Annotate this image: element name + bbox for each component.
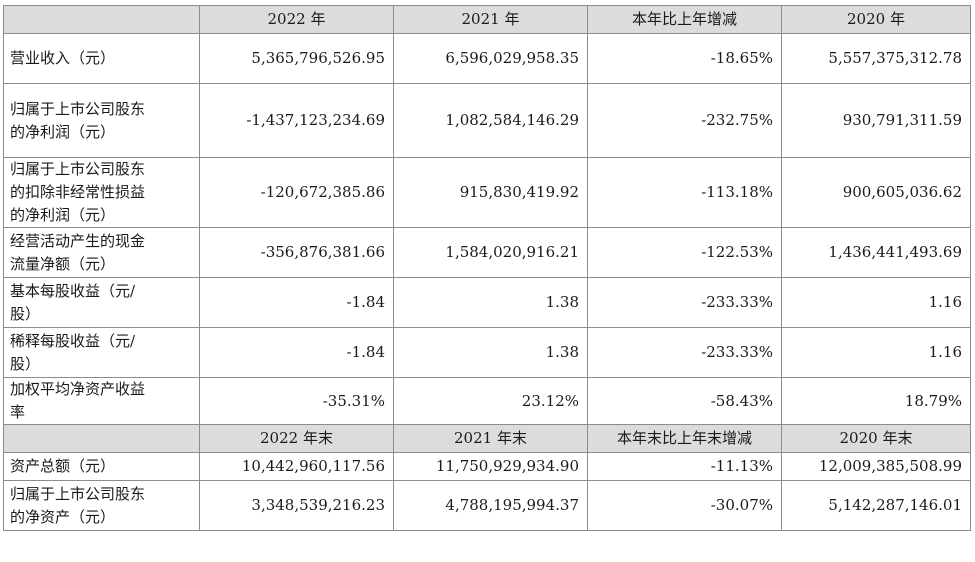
table-body: 2022 年 2021 年本年比上年增减 2020 年营业收入（元） 5,365,79… — [3, 5, 971, 531]
column-header: 2021 年 — [393, 5, 588, 34]
value-cell: 5,365,796,526.95 — [199, 33, 394, 84]
value-cell: -122.53% — [587, 227, 782, 278]
column-header: 2020 年 — [781, 5, 971, 34]
value-cell: -233.33% — [587, 277, 782, 328]
table-row: 归属于上市公司股东 的净利润（元） -1,437,123,234.69 1,082,5… — [3, 83, 971, 158]
value-cell: 12,009,385,508.99 — [781, 452, 971, 481]
row-label-line: 股） — [10, 304, 41, 323]
value-cell: -30.07% — [587, 480, 782, 531]
value-cell: 1.38 — [393, 277, 588, 328]
row-label: 加权平均净资产收益率 — [3, 377, 200, 425]
value-cell: -18.65% — [587, 33, 782, 84]
value-cell: 5,142,287,146.01 — [781, 480, 971, 531]
header-row-year-end: 2022 年末 2021 年末 本年末比上年末增减 2020 年末 — [3, 424, 971, 453]
value-cell: -232.75% — [587, 83, 782, 158]
value-cell: -113.18% — [587, 157, 782, 228]
value-cell: -35.31% — [199, 377, 394, 425]
column-header: 2022 年末 — [199, 424, 394, 453]
row-label-line: 资产总额（元） — [10, 457, 116, 475]
value-cell: -1.84 — [199, 327, 394, 378]
value-cell: 1.16 — [781, 327, 971, 378]
value-cell: 11,750,929,934.90 — [393, 452, 588, 481]
row-label-line: 加权平均净资产收益 — [10, 380, 146, 398]
row-label-line: 稀释每股收益（元/ — [10, 331, 136, 350]
table-row: 稀释每股收益（元/股） -1.84 1.38 -233.33% 1.16 — [3, 327, 971, 378]
value-cell: 915,830,419.92 — [393, 157, 588, 228]
column-header: 本年末比上年末增减 — [587, 424, 782, 453]
value-cell: -120,672,385.86 — [199, 157, 394, 228]
financial-summary-table: 2022 年 2021 年本年比上年增减 2020 年营业收入（元） 5,365,79… — [3, 5, 971, 531]
row-label-line: 营业收入（元） — [10, 49, 116, 67]
row-label-line: 归属于上市公司股东 — [10, 484, 146, 503]
row-label-line: 的扣除非经常性损益 — [10, 183, 146, 201]
column-header: 2021 年末 — [393, 424, 588, 453]
row-label: 营业收入（元） — [3, 33, 200, 84]
value-cell: 6,596,029,958.35 — [393, 33, 588, 84]
row-label-line: 股） — [10, 354, 41, 373]
value-cell: 900,605,036.62 — [781, 157, 971, 228]
value-cell: -356,876,381.66 — [199, 227, 394, 278]
table-row: 归属于上市公司股东 的净资产（元） 3,348,539,216.23 4,788,19… — [3, 480, 971, 531]
value-cell: 1,584,020,916.21 — [393, 227, 588, 278]
value-cell: 18.79% — [781, 377, 971, 425]
value-cell: -1,437,123,234.69 — [199, 83, 394, 158]
row-label: 归属于上市公司股东 的净资产（元） — [3, 480, 200, 531]
row-label-line: 率 — [10, 403, 26, 421]
row-label: 资产总额（元） — [3, 452, 200, 481]
value-cell: 1,436,441,493.69 — [781, 227, 971, 278]
row-label-line: 基本每股收益（元/ — [10, 281, 136, 300]
row-label: 基本每股收益（元/股） — [3, 277, 200, 328]
column-header: 2022 年 — [199, 5, 394, 34]
value-cell: 10,442,960,117.56 — [199, 452, 394, 481]
value-cell: 1,082,584,146.29 — [393, 83, 588, 158]
value-cell: -1.84 — [199, 277, 394, 328]
column-header: 2020 年末 — [781, 424, 971, 453]
column-header: 本年比上年增减 — [587, 5, 782, 34]
table-row: 归属于上市公司股东 的扣除非经常性损益 的净利润（元） -120,672,385.86… — [3, 157, 971, 228]
value-cell: 930,791,311.59 — [781, 83, 971, 158]
header-corner-cell — [3, 424, 200, 453]
row-label-line: 的净资产（元） — [10, 507, 116, 526]
value-cell: 1.16 — [781, 277, 971, 328]
row-label-line: 经营活动产生的现金 — [10, 231, 146, 250]
value-cell: 4,788,195,994.37 — [393, 480, 588, 531]
row-label-line: 归属于上市公司股东 — [10, 160, 146, 178]
value-cell: 3,348,539,216.23 — [199, 480, 394, 531]
row-label: 经营活动产生的现金 流量净额（元） — [3, 227, 200, 278]
value-cell: -58.43% — [587, 377, 782, 425]
row-label: 稀释每股收益（元/股） — [3, 327, 200, 378]
value-cell: 5,557,375,312.78 — [781, 33, 971, 84]
value-cell: -233.33% — [587, 327, 782, 378]
value-cell: 1.38 — [393, 327, 588, 378]
table-row: 基本每股收益（元/股） -1.84 1.38 -233.33% 1.16 — [3, 277, 971, 328]
table-row: 经营活动产生的现金 流量净额（元） -356,876,381.66 1,584,020… — [3, 227, 971, 278]
value-cell: 23.12% — [393, 377, 588, 425]
value-cell: -11.13% — [587, 452, 782, 481]
table-row: 营业收入（元） 5,365,796,526.95 6,596,029,958.35-… — [3, 33, 971, 84]
row-label: 归属于上市公司股东 的净利润（元） — [3, 83, 200, 158]
row-label-line: 的净利润（元） — [10, 122, 116, 141]
header-corner-cell — [3, 5, 200, 34]
header-row-annual: 2022 年 2021 年本年比上年增减 2020 年 — [3, 5, 971, 34]
row-label: 归属于上市公司股东 的扣除非经常性损益 的净利润（元） — [3, 157, 200, 228]
row-label-line: 归属于上市公司股东 — [10, 99, 146, 118]
table-row: 加权平均净资产收益率 -35.31% 23.12% -58.43% 18.79% — [3, 377, 971, 425]
table-row: 资产总额（元） 10,442,960,117.56 11,750,929,934.9… — [3, 452, 971, 481]
row-label-line: 流量净额（元） — [10, 254, 116, 273]
row-label-line: 的净利润（元） — [10, 206, 116, 224]
